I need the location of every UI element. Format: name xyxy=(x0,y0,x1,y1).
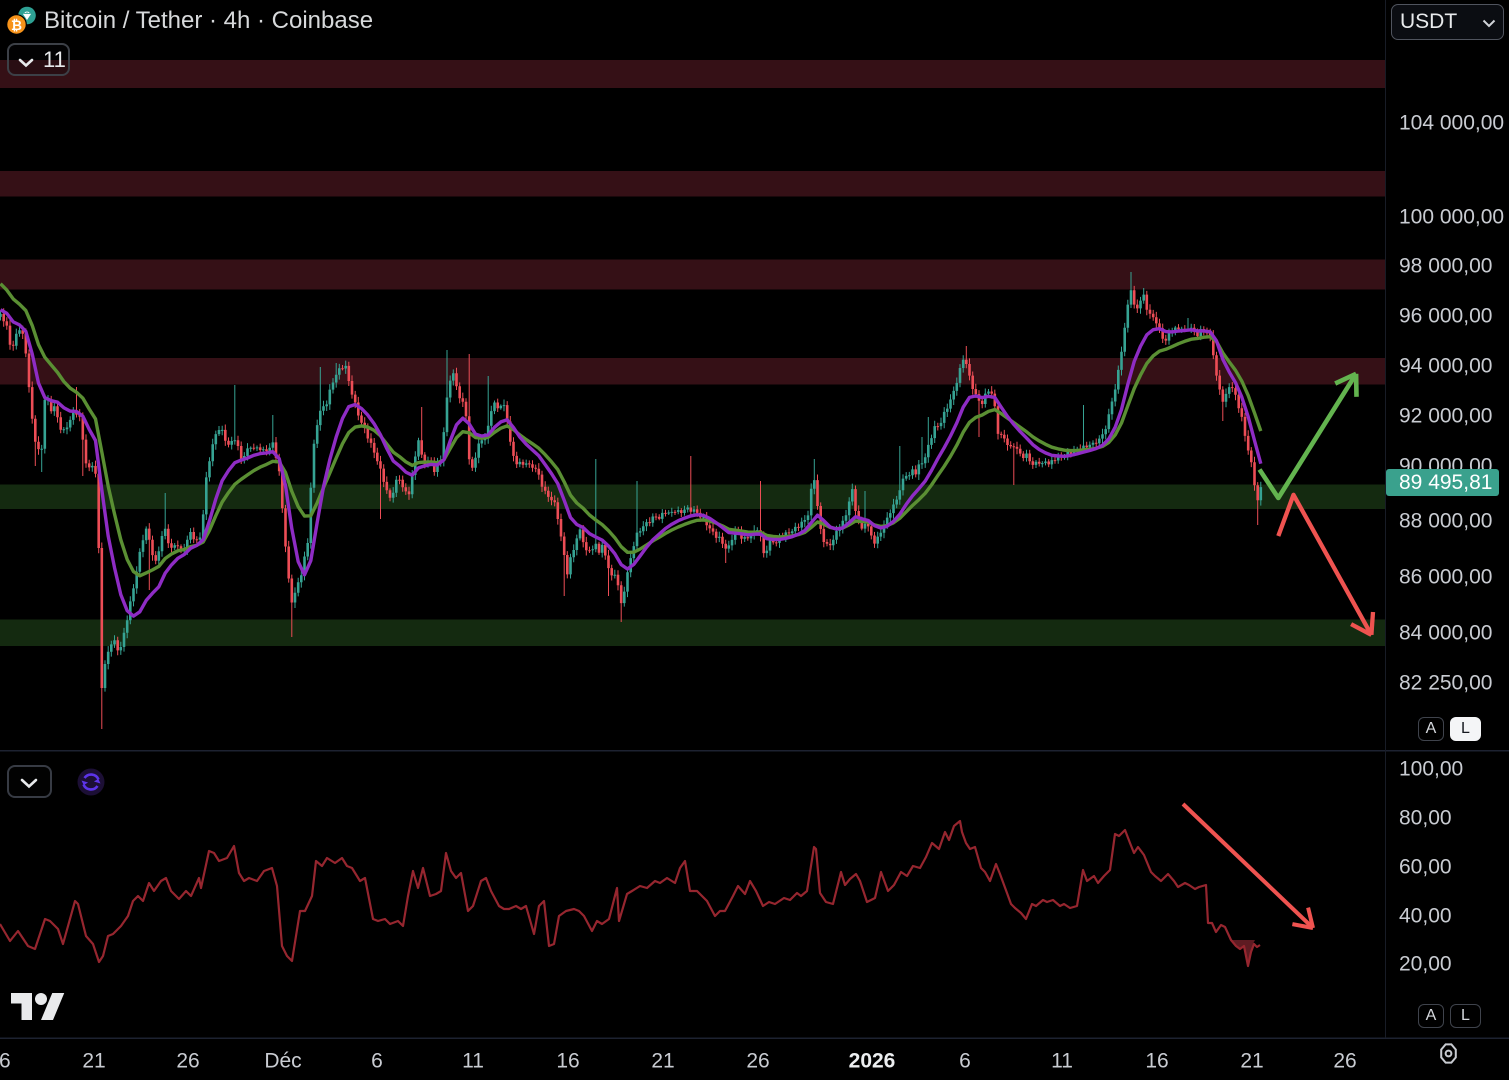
svg-text:₿: ₿ xyxy=(11,18,22,33)
